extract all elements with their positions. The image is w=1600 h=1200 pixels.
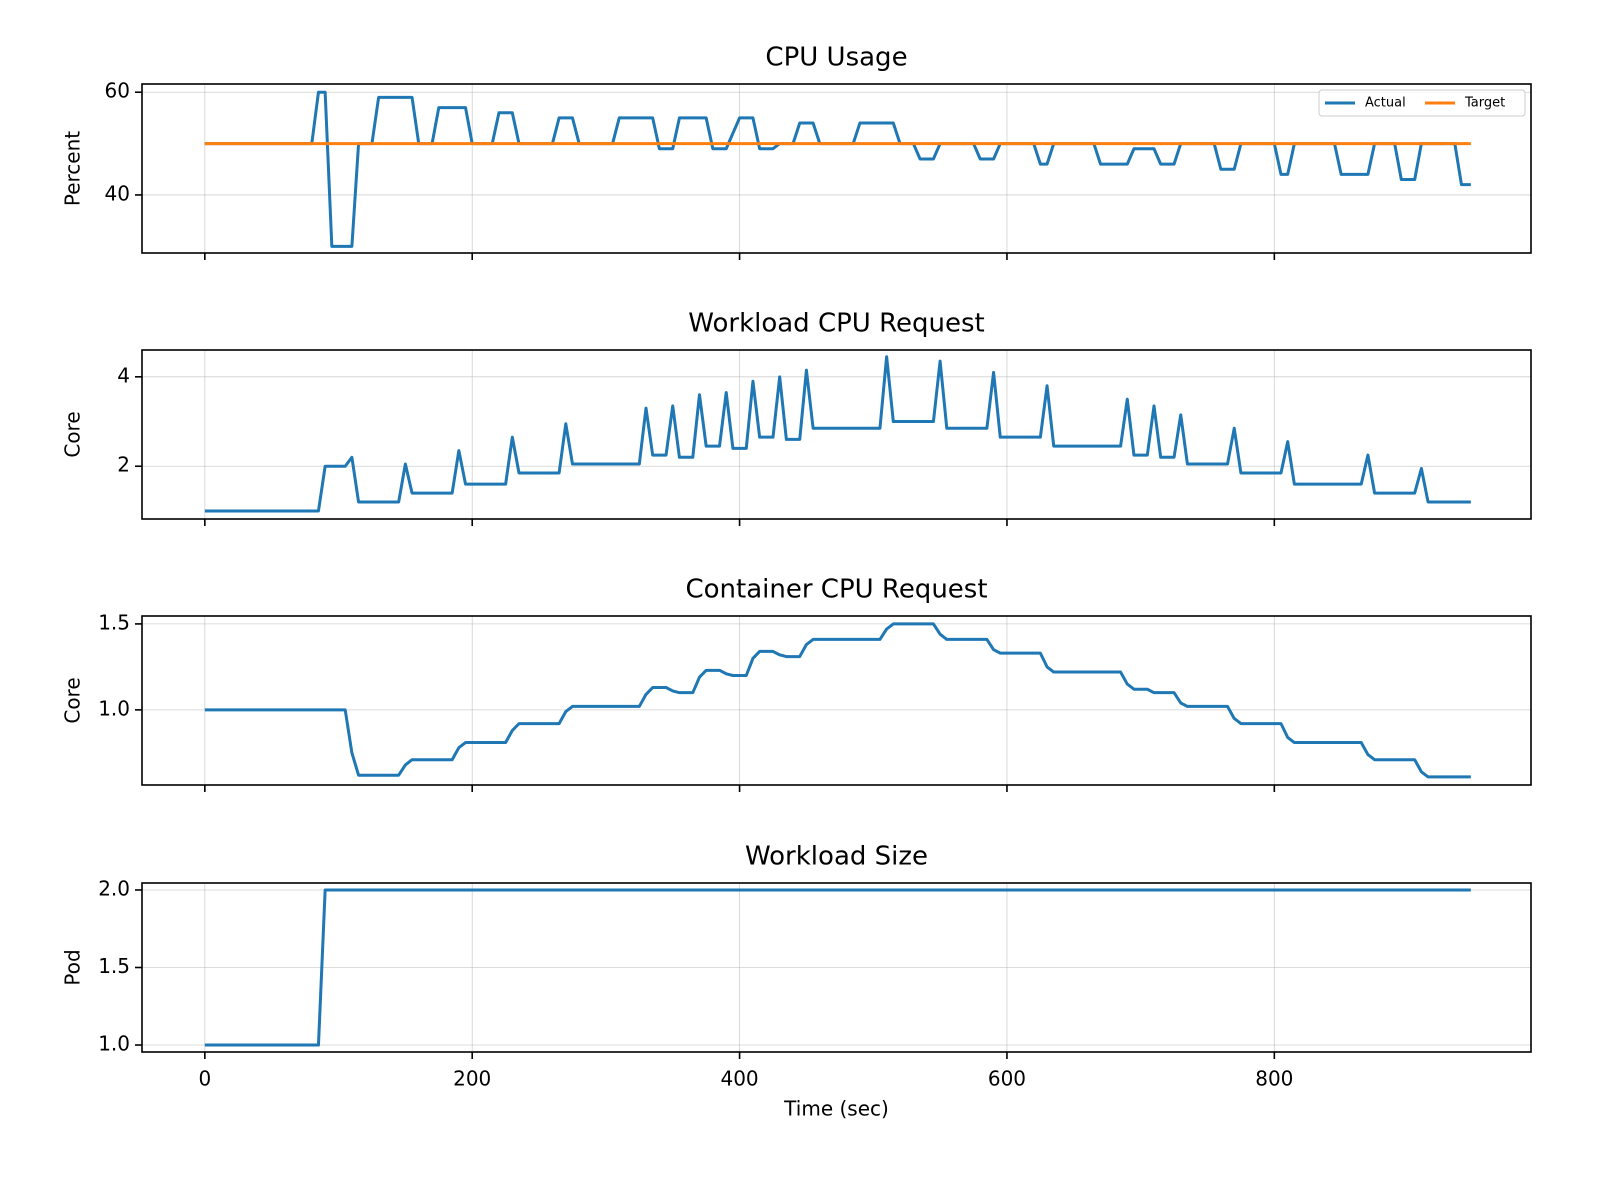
y-tick-label: 1.5: [98, 954, 130, 978]
series-line: [204, 622, 1471, 779]
subplot-title: CPU Usage: [765, 43, 907, 73]
y-axis-label: Pod: [61, 949, 85, 985]
x-axis-label: Time (sec): [783, 1097, 889, 1121]
y-tick-label: 4: [117, 363, 130, 387]
x-tick-label: 600: [988, 1067, 1026, 1091]
x-tick-label: 800: [1255, 1067, 1293, 1091]
series-line: [204, 355, 1471, 513]
legend-label: Actual: [1365, 96, 1406, 111]
x-tick-label: 400: [720, 1067, 758, 1091]
y-tick-label: 2.0: [98, 876, 130, 900]
y-tick-label: 1.0: [98, 1032, 130, 1056]
series-line: [204, 90, 1471, 248]
x-tick-label: 200: [453, 1067, 491, 1091]
y-tick-label: 2: [117, 453, 130, 477]
subplot-title: Workload Size: [745, 842, 928, 872]
y-axis-label: Core: [61, 411, 85, 457]
x-tick-label: 0: [198, 1067, 211, 1091]
axes-frame: [141, 83, 1532, 254]
y-axis-label: Core: [61, 677, 85, 723]
y-tick-label: 40: [105, 181, 130, 205]
y-tick-label: 1.5: [98, 610, 130, 634]
legend-label: Target: [1464, 96, 1505, 111]
axes-frame: [141, 882, 1532, 1053]
y-tick-label: 60: [105, 79, 130, 103]
series-line: [204, 888, 1471, 1047]
axes-frame: [141, 349, 1532, 520]
y-axis-label: Percent: [61, 131, 85, 206]
axes-frame: [141, 615, 1532, 786]
subplot-title: Container CPU Request: [685, 575, 987, 605]
y-tick-label: 1.0: [98, 696, 130, 720]
subplot-title: Workload CPU Request: [688, 309, 984, 339]
legend-box: [1318, 89, 1526, 117]
